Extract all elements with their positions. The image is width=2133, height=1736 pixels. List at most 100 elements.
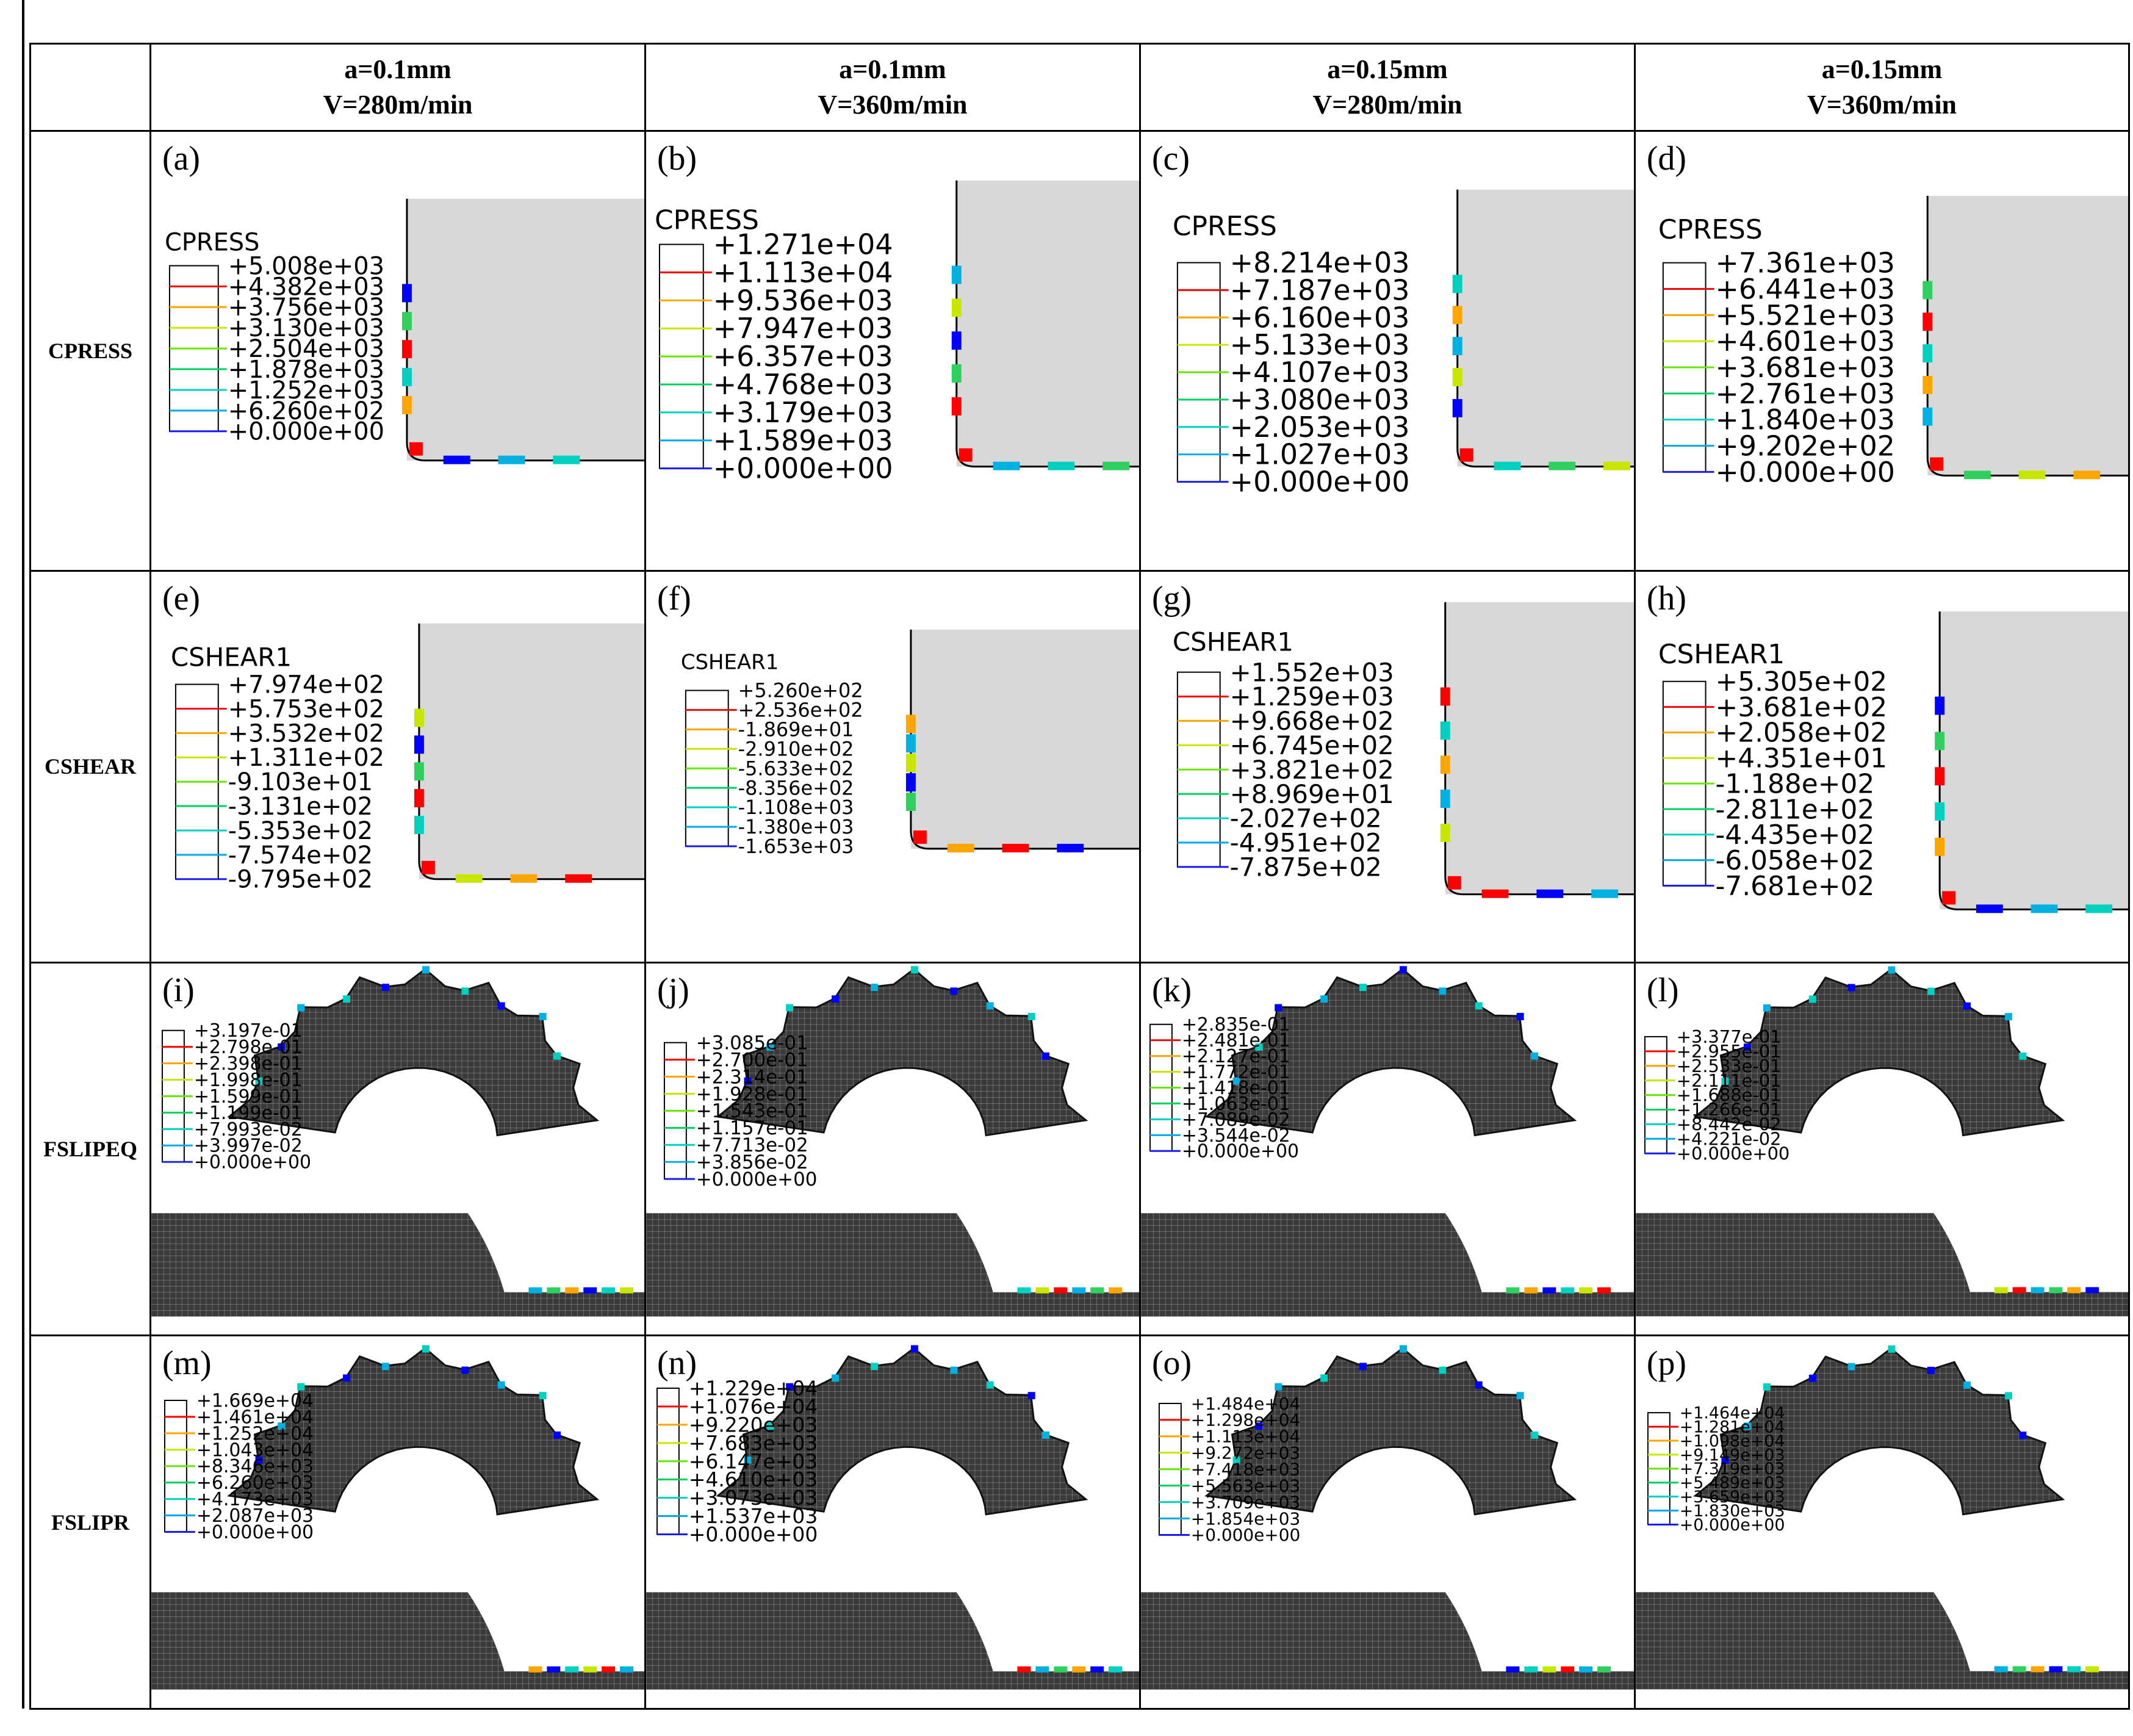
legend-value: +4.351e+01 bbox=[1716, 743, 1888, 774]
legend-value: +1.259e+03 bbox=[1230, 682, 1394, 711]
contact-band bbox=[1440, 824, 1450, 843]
contact-band bbox=[455, 874, 483, 883]
slip-marker bbox=[1035, 1666, 1049, 1673]
depth-label: a=0.1mm bbox=[344, 54, 451, 84]
slip-marker bbox=[1320, 995, 1328, 1003]
slip-marker bbox=[1721, 1077, 1729, 1085]
legend-value: +1.854e+03 bbox=[1191, 1508, 1300, 1529]
panel-k: (k) +2.835e-01 +2.481e-01 +2.127e-01 +1.772e… bbox=[1139, 961, 1636, 1337]
legend-value: +2.087e+03 bbox=[196, 1505, 314, 1527]
contact-band bbox=[409, 442, 423, 456]
slip-marker bbox=[1524, 1666, 1538, 1673]
slip-marker bbox=[1090, 1666, 1104, 1673]
legend-value: -7.574e+02 bbox=[228, 841, 373, 870]
legend-value: +1.998e-01 bbox=[194, 1070, 303, 1091]
speed-label: V=360m/min bbox=[1807, 90, 1957, 120]
row-fslipeq: FSLIPEQ (i) +3.197e-01 +2.798e-01 +2.398e-0… bbox=[29, 961, 2130, 1337]
legend-value: +5.521e+03 bbox=[1716, 298, 1895, 331]
row-cpress: CPRESS (a) CPRESS +5.008e+03 +4.382e+03 +3.7… bbox=[29, 129, 2130, 572]
slip-marker bbox=[1531, 1052, 1539, 1060]
column-header: a=0.15mm V=280m/min bbox=[1139, 43, 1636, 132]
slip-marker bbox=[1320, 1374, 1328, 1382]
workpiece-mesh bbox=[1142, 1592, 1633, 1690]
slip-marker bbox=[461, 1366, 469, 1374]
slip-marker bbox=[1275, 1004, 1282, 1012]
contact-band bbox=[1452, 337, 1462, 356]
slip-marker bbox=[2030, 1666, 2045, 1673]
legend-value: +8.346e+03 bbox=[196, 1456, 314, 1477]
legend-value: +4.768e+03 bbox=[713, 368, 893, 401]
legend-value: +1.772e-01 bbox=[1182, 1062, 1290, 1083]
legend-value: +7.713e-02 bbox=[696, 1134, 808, 1156]
depth-label: a=0.15mm bbox=[1327, 54, 1448, 84]
tool-edge bbox=[1926, 196, 2128, 477]
panel-plot: (g) CSHEAR1+1.552e+03+1.259e+03+9.668e+02… bbox=[1152, 580, 1633, 898]
legend-value: +3.130e+03 bbox=[228, 314, 384, 342]
contact-band bbox=[1935, 767, 1945, 786]
contact-band bbox=[498, 455, 525, 464]
legend-value: +7.089e-02 bbox=[1182, 1109, 1290, 1130]
contact-band bbox=[947, 844, 974, 853]
legend-value: +9.668e+02 bbox=[1230, 706, 1394, 736]
contact-band bbox=[565, 874, 592, 883]
legend-value: -9.103e+01 bbox=[228, 768, 373, 796]
contact-band bbox=[2085, 904, 2113, 913]
slip-marker bbox=[744, 1457, 752, 1464]
contact-band bbox=[1603, 461, 1631, 470]
slip-marker bbox=[1072, 1287, 1086, 1294]
contact-band bbox=[1452, 398, 1462, 417]
legend-caption: CSHEAR1 bbox=[1658, 639, 1785, 670]
slip-marker bbox=[1963, 1002, 1971, 1010]
legend-value: +0.000e+00 bbox=[1191, 1525, 1300, 1545]
legend-caption: CSHEAR1 bbox=[171, 643, 292, 672]
legend-value: +7.993e-02 bbox=[194, 1118, 303, 1140]
chip-mesh bbox=[227, 967, 600, 1136]
chip-mesh bbox=[1204, 1347, 1577, 1516]
tool-body bbox=[1457, 189, 1633, 467]
legend-value: +2.798e-01 bbox=[194, 1037, 303, 1058]
legend-caption: CSHEAR1 bbox=[681, 650, 779, 674]
contact-band bbox=[414, 789, 424, 808]
slip-marker bbox=[1054, 1287, 1068, 1294]
legend-value: +1.840e+03 bbox=[1716, 403, 1895, 436]
slip-marker bbox=[1042, 1432, 1050, 1439]
slip-marker bbox=[1763, 1004, 1771, 1012]
slip-marker bbox=[528, 1666, 542, 1673]
contact-band bbox=[401, 368, 412, 386]
slip-marker bbox=[744, 1077, 752, 1085]
legend-value: +0.000e+00 bbox=[689, 1522, 818, 1546]
tool-edge bbox=[406, 198, 644, 462]
panel-label: (h) bbox=[1647, 580, 1686, 618]
tool-body bbox=[910, 629, 1138, 849]
legend-value: +1.928e-01 bbox=[696, 1083, 808, 1105]
legend-value: +7.361e+03 bbox=[1716, 247, 1895, 279]
slip-marker bbox=[381, 983, 389, 991]
legend-value: +1.552e+03 bbox=[1230, 657, 1394, 687]
legend-value: -1.188e+02 bbox=[1716, 769, 1875, 800]
panel-label: (j) bbox=[657, 971, 689, 1009]
tool-body bbox=[1927, 196, 2128, 476]
slip-marker bbox=[1516, 1012, 1524, 1020]
slip-marker bbox=[255, 1077, 263, 1085]
legend-value: +1.043e+04 bbox=[196, 1439, 314, 1461]
slip-marker bbox=[565, 1666, 579, 1673]
panel-label: (l) bbox=[1647, 971, 1679, 1009]
legend-value: +6.441e+03 bbox=[1716, 273, 1895, 306]
panel-plot: (k) +2.835e-01+2.481e-01+2.127e-01+1.772e… bbox=[1142, 965, 1633, 1317]
slip-marker bbox=[950, 987, 958, 995]
chip-mesh bbox=[1204, 967, 1577, 1136]
legend-value: -9.795e+02 bbox=[228, 866, 373, 894]
legend-value: +1.229e+04 bbox=[689, 1377, 818, 1400]
slip-marker bbox=[565, 1287, 579, 1294]
legend-value: -2.027e+02 bbox=[1230, 804, 1382, 834]
column-header: a=0.1mm V=280m/min bbox=[149, 43, 646, 132]
slip-marker bbox=[1744, 1043, 1751, 1051]
panel-label: (m) bbox=[162, 1344, 212, 1382]
legend-value: +0.000e+00 bbox=[196, 1522, 314, 1543]
legend-value: -2.811e+02 bbox=[1716, 794, 1875, 826]
contact-band bbox=[1935, 837, 1945, 856]
slip-marker bbox=[1888, 1345, 1896, 1353]
workpiece-mesh bbox=[1636, 1212, 2128, 1316]
panel-l: (l) +3.377e-01 +2.955e-01 +2.533e-01 +2.111e… bbox=[1634, 961, 2130, 1337]
slip-marker bbox=[497, 1002, 505, 1010]
